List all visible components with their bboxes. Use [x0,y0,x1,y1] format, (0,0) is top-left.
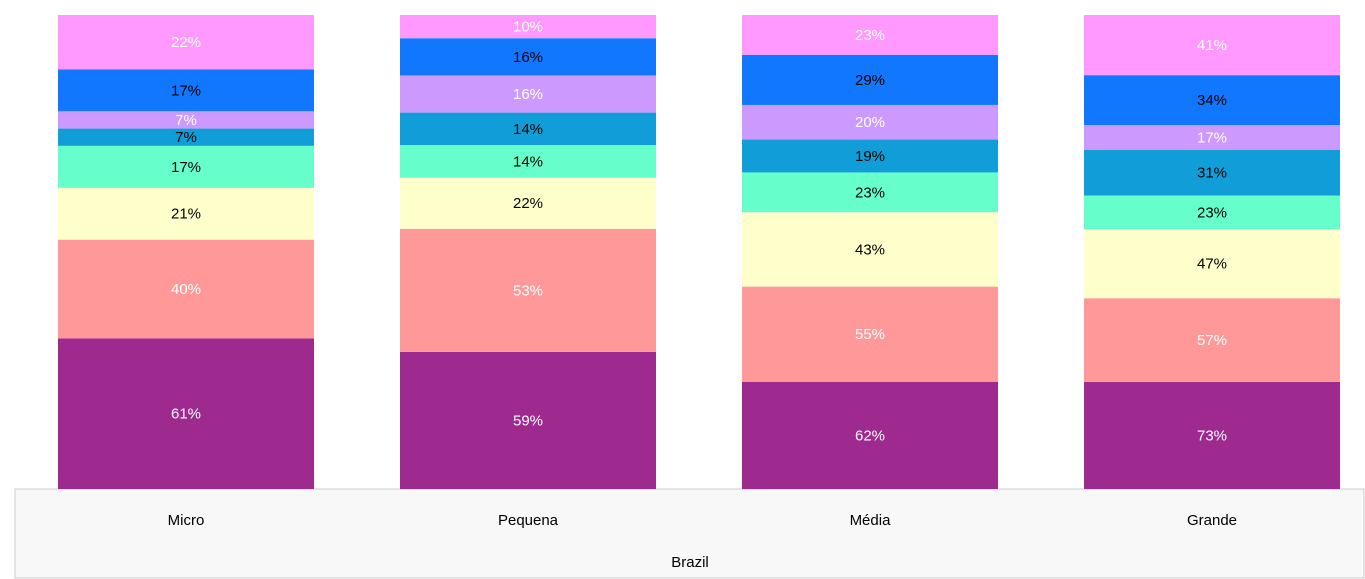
bar-segment [742,172,998,213]
bar-segment [1084,381,1340,489]
data-label: 62% [855,427,885,444]
data-label: 23% [855,27,885,44]
data-label: 73% [1197,427,1227,444]
bar-segment [742,54,998,105]
data-label: 55% [855,326,885,343]
data-label: 43% [855,241,885,258]
bar-segment [58,111,314,129]
bar-segment [1084,15,1340,76]
bar-segment [400,38,656,76]
bar-segment [58,338,314,489]
bar-segment [58,187,314,240]
bar-segment [400,75,656,113]
data-label: 19% [855,148,885,165]
bar-segment [58,239,314,339]
bar-segment [1084,150,1340,196]
data-label: 21% [171,206,201,223]
data-label: 10% [513,19,543,36]
bar-segment [742,212,998,287]
data-label: 57% [1197,332,1227,349]
bar-segment [400,228,656,352]
bar-segment [400,15,656,39]
group-label: Brazil [671,554,709,571]
data-label: 61% [171,406,201,423]
data-label: 23% [855,184,885,201]
data-label: 17% [171,82,201,99]
data-label: 47% [1197,256,1227,273]
data-label: 22% [171,34,201,51]
bar-segment [742,15,998,55]
bar-segment [58,69,314,112]
bar-segment [1084,298,1340,382]
data-label: 17% [1197,130,1227,147]
bar-segment [1084,75,1340,126]
data-label: 40% [171,281,201,298]
x-tick-label: Micro [168,512,205,529]
data-label: 53% [513,282,543,299]
bar-segment [58,145,314,188]
bar-segment [1084,125,1340,151]
data-label: 23% [1197,204,1227,221]
bar-segment [400,177,656,229]
axis-box [14,488,1365,579]
bar-segment [58,128,314,146]
data-label: 20% [855,114,885,131]
bar-segment [400,351,656,489]
data-label: 41% [1197,37,1227,54]
data-label: 16% [513,49,543,66]
x-tick-label: Grande [1187,512,1237,529]
bar-segment [400,112,656,146]
data-label: 14% [513,121,543,138]
bar-segment [742,286,998,382]
data-label: 34% [1197,92,1227,109]
bar-segment [400,145,656,178]
x-tick-label: Pequena [498,512,559,529]
bar-segment [58,15,314,70]
bar-segment [1084,195,1340,230]
bar-segment [1084,229,1340,299]
data-label: 7% [175,112,197,129]
bar-segment [742,381,998,489]
data-label: 16% [513,86,543,103]
bar-segment [742,104,998,140]
data-label: 7% [175,129,197,146]
data-label: 31% [1197,165,1227,182]
data-label: 14% [513,153,543,170]
bar-segment [742,139,998,173]
data-label: 59% [513,412,543,429]
data-label: 17% [171,159,201,176]
data-label: 22% [513,195,543,212]
x-tick-label: Média [850,512,892,529]
data-label: 29% [855,72,885,89]
